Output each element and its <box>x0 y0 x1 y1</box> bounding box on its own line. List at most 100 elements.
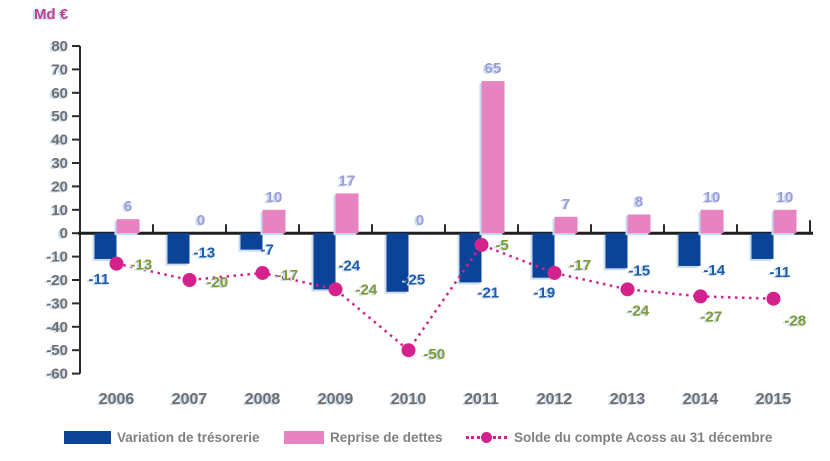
reprise-value-label: 8 <box>635 193 643 210</box>
x-category-label: 2010 <box>391 391 427 408</box>
bar-variation <box>240 233 263 250</box>
reprise-value-label: 65 <box>485 60 502 77</box>
variation-value-label: -15 <box>629 262 651 279</box>
y-tick-label-shadow: 0 <box>58 226 66 243</box>
x-category-label: 2014 <box>683 391 719 408</box>
legend-label-reprise: Reprise de dettes <box>330 429 443 445</box>
bar-variation <box>751 233 774 259</box>
y-tick-label: -30 <box>46 295 68 312</box>
x-category-label: 2015 <box>756 391 792 408</box>
reprise-value-label-shadow: 10 <box>775 190 792 207</box>
solde-value-label-shadow: -5 <box>494 238 507 255</box>
y-tick-label: 20 <box>51 178 68 195</box>
y-tick-label: 70 <box>51 61 68 78</box>
legend-dot-segment <box>492 435 507 439</box>
variation-value-label-shadow: -14 <box>702 263 724 280</box>
y-tick-label-shadow: 50 <box>49 109 66 126</box>
y-tick-label: -40 <box>46 319 68 336</box>
legend-dot-circle <box>480 431 492 443</box>
variation-value-label: -11 <box>89 271 110 288</box>
solde-value-label: -20 <box>207 274 229 291</box>
solde-point <box>620 282 635 297</box>
variation-value-label-shadow: -24 <box>337 258 359 275</box>
variation-value-label-shadow: -15 <box>627 263 649 280</box>
x-category-label-shadow: 2012 <box>535 392 571 409</box>
variation-value-label: -19 <box>534 285 556 302</box>
solde-point <box>547 265 562 280</box>
y-tick-label: 0 <box>60 225 68 242</box>
bar-variation <box>386 233 409 292</box>
reprise-value-label-shadow: 7 <box>560 197 568 214</box>
solde-value-label-shadow: -13 <box>129 258 151 275</box>
variation-value-label-shadow: -25 <box>402 273 424 290</box>
reprise-value-label: 17 <box>339 172 356 189</box>
x-category-label-shadow: 2008 <box>243 392 279 409</box>
solde-point <box>693 289 708 304</box>
reprise-value-label: 6 <box>124 198 132 215</box>
reprise-value-label: 10 <box>704 189 721 206</box>
variation-value-label-shadow: -7 <box>259 243 272 260</box>
bar-reprise <box>481 81 505 234</box>
bar-reprise <box>627 214 651 234</box>
x-category-label-shadow: 2006 <box>97 392 133 409</box>
bar-variation <box>532 233 555 278</box>
plot-area: 8080707060605050404030302020101000-10-10… <box>44 38 813 409</box>
y-tick-label: -50 <box>46 342 68 359</box>
variation-value-label: -11 <box>770 264 791 281</box>
solde-value-label-shadow: -24 <box>626 303 648 320</box>
bar-variation <box>94 233 117 259</box>
solde-value-label-shadow: -50 <box>422 347 444 364</box>
legend-swatch-variation <box>64 430 111 444</box>
solde-value-label: -24 <box>628 302 650 319</box>
reprise-value-label-shadow: 17 <box>337 173 354 190</box>
variation-value-label-shadow: -11 <box>768 265 789 282</box>
reprise-value-label: 7 <box>562 196 570 213</box>
solde-value-label: -24 <box>356 281 378 298</box>
bar-variation <box>605 233 628 269</box>
solde-value-label-shadow: -17 <box>275 268 297 285</box>
solde-value-label-shadow: -20 <box>205 275 227 292</box>
y-tick-label-shadow: 10 <box>49 203 66 220</box>
y-tick-label-shadow: -20 <box>44 273 66 290</box>
x-category-label-shadow: 2014 <box>681 392 717 409</box>
bar-reprise <box>262 209 286 234</box>
bar-reprise <box>700 209 724 234</box>
y-tick-label-shadow: 30 <box>49 156 66 173</box>
x-category-label-shadow: 2009 <box>316 392 352 409</box>
variation-value-label-shadow: -11 <box>87 272 108 289</box>
solde-point <box>328 282 343 297</box>
solde-value-label: -17 <box>277 267 299 284</box>
x-category-label-shadow: 2013 <box>608 392 644 409</box>
solde-point <box>109 256 124 271</box>
y-tick-label: -60 <box>46 366 68 383</box>
x-category-label: 2007 <box>172 391 208 408</box>
solde-point <box>766 291 781 306</box>
solde-value-label: -28 <box>785 313 807 330</box>
variation-value-label-shadow: -21 <box>476 285 498 302</box>
y-tick-label-shadow: 80 <box>49 39 66 56</box>
legend-item-solde: Solde du compte Acoss au 31 décembre <box>464 424 772 450</box>
solde-point <box>182 273 197 287</box>
reprise-value-label: 0 <box>416 212 424 229</box>
legend: Variation de trésorerie Reprise de dette… <box>0 424 830 450</box>
bar-reprise <box>773 209 797 234</box>
bar-variation <box>313 233 336 290</box>
y-tick-label: 60 <box>51 85 68 102</box>
solde-value-label-shadow: -28 <box>783 314 805 331</box>
y-tick-label: -10 <box>46 249 68 266</box>
reprise-value-label-shadow: 10 <box>702 190 719 207</box>
y-tick-label-shadow: -50 <box>44 343 66 360</box>
solde-point <box>401 343 416 358</box>
reprise-value-label-shadow: 65 <box>483 61 500 78</box>
x-category-label-shadow: 2007 <box>170 392 206 409</box>
variation-value-label: -13 <box>194 245 216 262</box>
y-axis-unit-label: Md € <box>34 6 69 23</box>
y-tick-label-shadow: -10 <box>44 250 66 267</box>
variation-value-label: -7 <box>261 242 274 259</box>
reprise-value-label: 0 <box>197 212 205 229</box>
x-category-label-shadow: 2015 <box>754 392 790 409</box>
legend-dot-segment <box>465 435 480 439</box>
y-tick-label: 50 <box>51 108 68 125</box>
solde-value-label: -5 <box>496 237 509 254</box>
reprise-value-label: 10 <box>266 189 283 206</box>
